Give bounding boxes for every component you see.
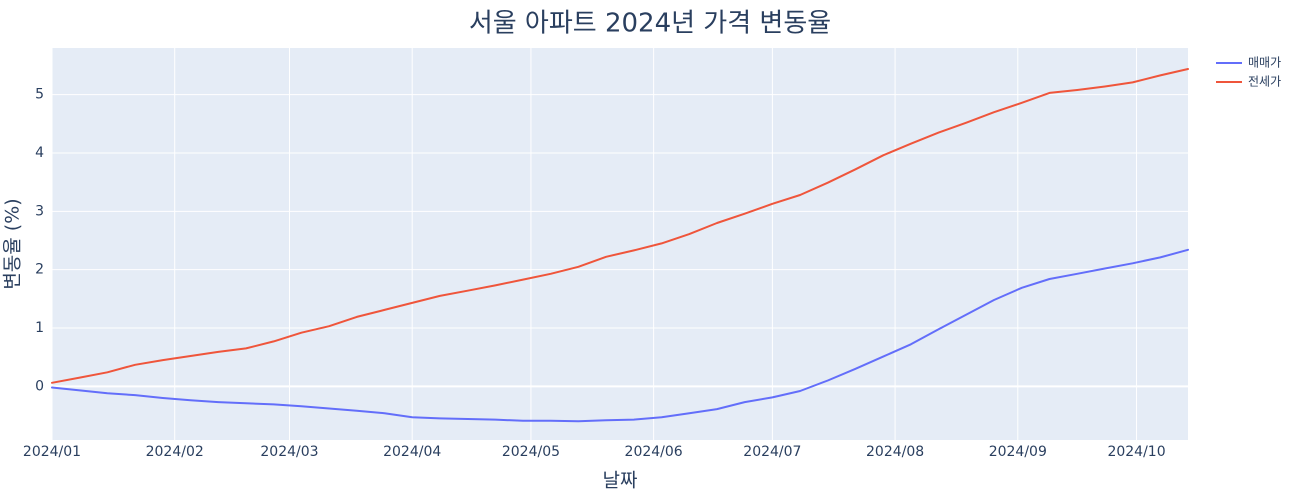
y-tick-label-4: 4: [35, 145, 44, 161]
series-line-1[interactable]: [51, 68, 1189, 384]
y-tick-label-5: 5: [35, 87, 44, 103]
x-tick-label-8: 2024/09: [989, 444, 1047, 460]
y-tick-label-2: 2: [35, 262, 44, 278]
x-tick-label-9: 2024/10: [1107, 444, 1165, 460]
legend-item-1[interactable]: 전세가: [1216, 75, 1281, 89]
chart-title: 서울 아파트 2024년 가격 변동율: [469, 9, 831, 39]
series-layer: [51, 68, 1189, 423]
x-gridlines: [51, 48, 1138, 440]
y-tick-label-0: 0: [35, 378, 44, 394]
legend-label-0: 매매가: [1248, 56, 1281, 70]
x-tick-label-0: 2024/01: [23, 444, 81, 460]
x-tick-label-3: 2024/04: [383, 444, 441, 460]
x-axis-title: 날짜: [603, 470, 638, 492]
y-tick-labels: 0 1 2 3 4 5: [35, 87, 44, 395]
x-tick-labels: 2024/01 2024/02 2024/03 2024/04 2024/05 2024/…: [23, 444, 1166, 460]
legend-item-0[interactable]: 매매가: [1216, 56, 1281, 70]
x-tick-label-6: 2024/07: [743, 444, 801, 460]
x-tick-label-4: 2024/05: [502, 444, 560, 460]
y-tick-label-3: 3: [35, 203, 44, 219]
series-line-0[interactable]: [51, 248, 1189, 423]
x-tick-label-2: 2024/03: [260, 444, 318, 460]
x-tick-label-7: 2024/08: [866, 444, 924, 460]
y-axis-title: 변동율 (%): [2, 198, 24, 289]
y-tick-label-1: 1: [35, 320, 44, 336]
y-gridlines: [52, 94, 1188, 388]
x-tick-label-5: 2024/06: [625, 444, 683, 460]
legend-label-1: 전세가: [1248, 75, 1281, 89]
legend[interactable]: 매매가 전세가: [1216, 56, 1281, 89]
x-tick-label-1: 2024/02: [146, 444, 204, 460]
plot-area: [52, 48, 1188, 440]
